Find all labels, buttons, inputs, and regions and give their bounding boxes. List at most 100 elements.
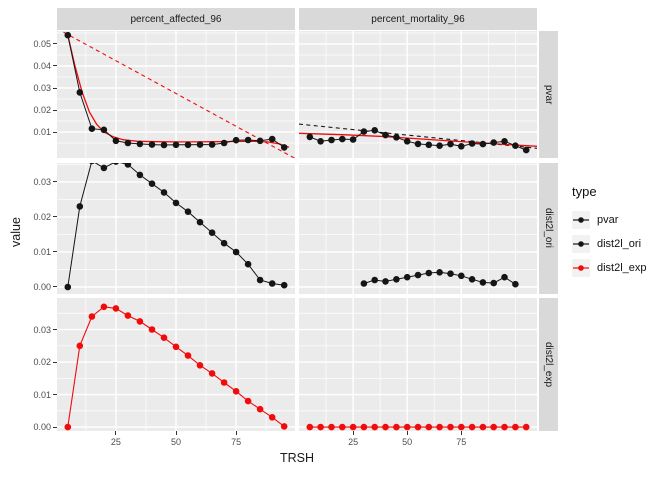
data-point [360,280,368,287]
panel-dist2l_exp-percent_mortality_96 [299,298,537,431]
panel-dist2l_exp-percent_affected_96 [57,298,295,431]
data-point [425,141,433,149]
data-point [360,128,368,135]
x-tick-mark [406,431,408,435]
data-point [447,270,454,277]
data-point [306,423,314,431]
series-line-linear-fit [60,31,295,158]
data-point [393,276,400,283]
series-line-linear-fit [299,123,537,149]
data-point [328,136,335,144]
data-point [393,423,400,431]
facet-strip-row-2: dist2l_exp [539,298,558,431]
x-tick-label: 50 [402,437,413,447]
legend-entry: dist2l_ori [572,232,647,256]
data-point [244,136,252,144]
y-axis-title: value [9,217,23,247]
y-tick-mark [52,394,57,396]
x-tick-mark [175,431,177,435]
facet-strip-row-label: dist2l_ori [543,208,554,249]
facet-strip-col-0: percent_affected_96 [57,8,295,30]
data-point [403,423,411,431]
data-point [112,137,120,145]
data-point [371,423,378,431]
data-point [458,143,465,150]
data-point [208,370,216,377]
y-tick-label: 0.01 [33,127,51,138]
y-tick-mark [52,181,57,183]
data-point [136,318,144,325]
facet-strip-col-label: percent_mortality_96 [371,13,465,25]
legend-label: pvar [597,214,619,226]
data-point [512,142,519,149]
x-tick-label: 75 [231,437,242,447]
data-point [522,423,530,431]
y-tick-label: 0.00 [33,422,51,433]
data-point [64,283,72,291]
data-point [425,269,433,277]
data-point [256,405,264,413]
data-point [172,343,180,351]
data-point [479,279,487,286]
data-point [76,203,84,210]
data-point [268,280,276,287]
y-tick-label: 0.04 [33,60,51,71]
data-point [64,31,72,39]
data-point [403,273,411,281]
data-point [208,229,216,236]
panel-dist2l_ori-percent_mortality_96 [299,163,537,294]
data-point [160,334,168,341]
data-point [89,163,95,165]
data-point [64,423,72,431]
data-point [382,278,389,285]
data-point [501,138,508,145]
data-point [328,423,335,431]
data-point [256,276,264,284]
data-point [280,144,288,151]
data-point [112,163,119,165]
data-point [490,139,497,146]
facet-strip-col-1: percent_mortality_96 [299,8,537,30]
legend-entries: pvar dist2l_ori dist2l_exp [572,208,647,280]
data-point [232,136,240,144]
data-point [280,281,288,289]
data-point [447,423,454,431]
y-tick-label: 0.05 [33,38,51,49]
data-point [112,305,120,312]
x-tick-label: 25 [348,437,359,447]
data-point [124,163,132,168]
data-point [512,423,519,431]
data-point [425,423,433,431]
data-point [160,141,168,149]
y-tick-mark [52,426,57,428]
data-point [172,141,180,149]
legend: type pvar dist2l_ori dist2l_exp [572,184,647,280]
data-point [468,276,476,283]
data-point [393,134,400,141]
data-point [196,141,204,148]
y-tick-label: 0.00 [33,281,51,292]
data-point [232,388,240,395]
x-tick-mark [235,431,237,435]
data-point [136,171,144,179]
legend-label: dist2l_exp [597,262,647,274]
y-tick-label: 0.02 [33,105,51,116]
data-point [501,423,508,431]
series-line-exp-fit [67,35,290,148]
data-point [468,140,476,147]
y-tick-mark [52,286,57,288]
data-point [360,423,368,431]
data-point [436,423,443,431]
data-point [124,139,132,147]
data-point [232,248,240,256]
data-point [244,397,252,405]
y-tick-mark [52,251,57,253]
data-point [458,272,465,280]
data-point [88,313,96,320]
data-point [160,189,168,196]
data-point [468,423,476,431]
facet-strip-row-label: dist2l_exp [543,341,554,388]
data-point [371,276,378,284]
data-point [220,139,228,147]
